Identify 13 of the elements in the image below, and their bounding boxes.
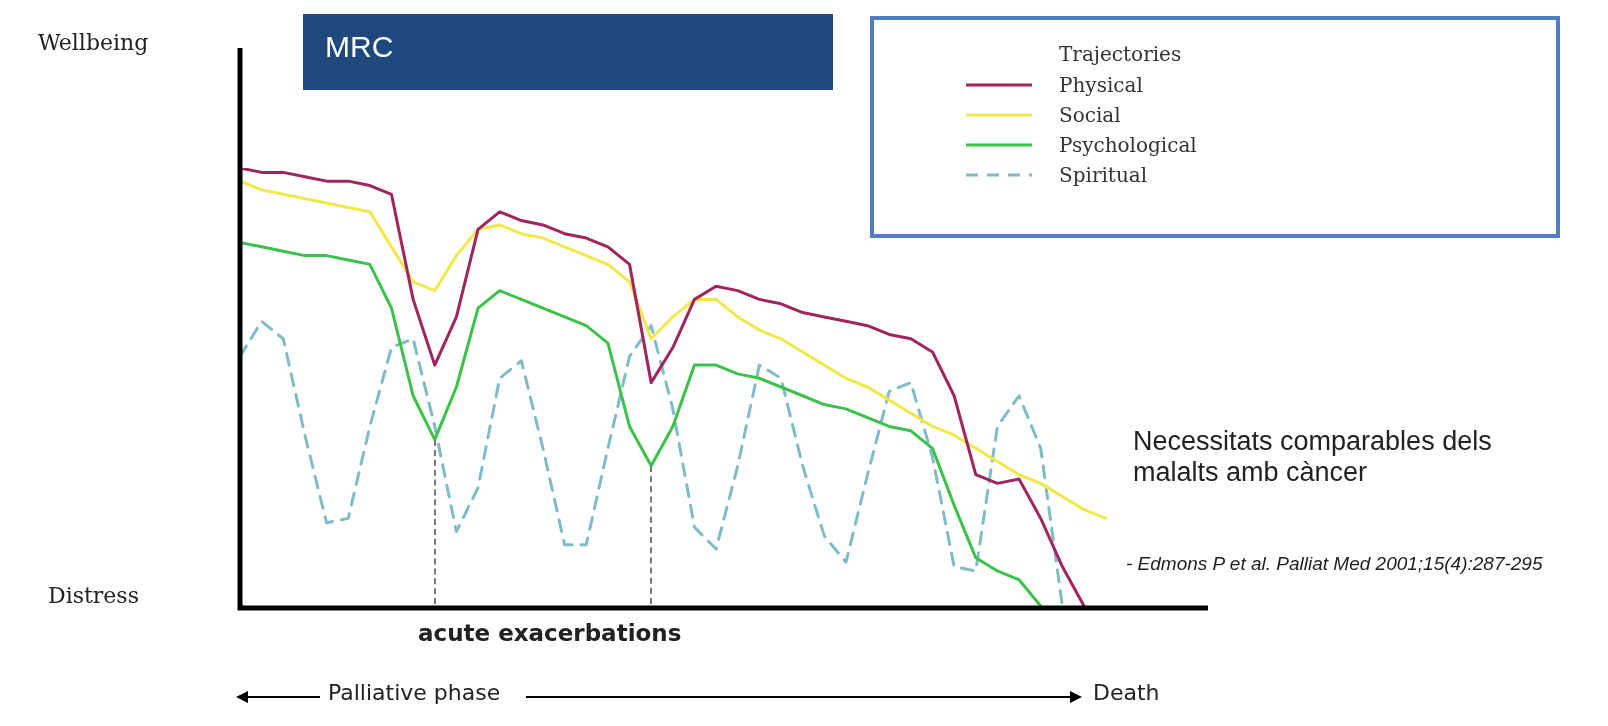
legend-label: Spiritual: [1059, 163, 1148, 187]
x-axis-title: acute exacerbations: [418, 620, 682, 646]
legend-label: Social: [1059, 103, 1121, 127]
text: Palliative phase: [328, 680, 501, 705]
chart-title: MRC: [303, 14, 833, 90]
legend-label: Physical: [1059, 73, 1143, 97]
text: Wellbeing: [38, 30, 149, 55]
text: Necessitats comparables dels malalts amb càncer: [1133, 426, 1493, 488]
text: - Edmons P et al. Palliat Med 2001;15(4):287-295: [1126, 553, 1544, 575]
legend-title: Trajectories: [1059, 42, 1183, 66]
text: Distress: [48, 583, 139, 608]
text: Death: [1093, 680, 1160, 705]
legend-label: Psychological: [1059, 133, 1197, 157]
